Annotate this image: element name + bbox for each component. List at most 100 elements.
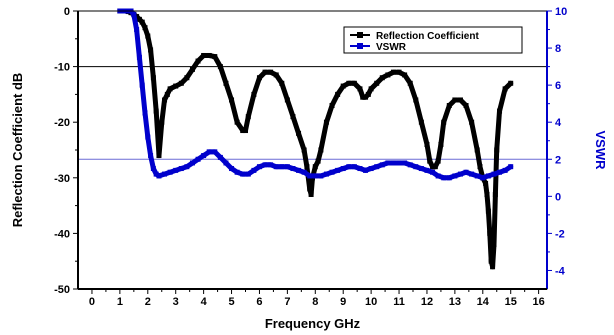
x-tick-label-0: 0 (89, 296, 95, 308)
data-point-reflection-coefficient-8 (139, 19, 145, 25)
data-point-reflection-coefficient-75 (435, 158, 441, 164)
reference-lines (78, 66, 547, 160)
data-point-vswr-60 (424, 167, 430, 173)
data-point-reflection-coefficient-65 (390, 69, 396, 75)
data-point-reflection-coefficient-29 (229, 97, 235, 103)
data-point-reflection-coefficient-54 (340, 83, 346, 89)
data-point-reflection-coefficient-90 (488, 258, 494, 264)
data-point-reflection-coefficient-35 (256, 75, 262, 81)
data-point-vswr-13 (162, 171, 168, 177)
data-point-vswr-29 (251, 167, 257, 173)
data-point-reflection-coefficient-57 (357, 86, 363, 92)
y-right-tick-label-6: -2 (555, 228, 565, 240)
data-point-reflection-coefficient-24 (201, 52, 207, 58)
data-point-vswr-7 (142, 110, 148, 116)
y-right-tick-label-3: 4 (555, 117, 562, 129)
data-point-vswr-65 (452, 173, 458, 179)
x-tick-label-6: 6 (256, 296, 262, 308)
data-point-vswr-66 (457, 171, 463, 177)
x-tick-label-8: 8 (312, 296, 318, 308)
y-left-tick-label-0: 0 (64, 6, 70, 18)
data-point-vswr-12 (156, 173, 162, 179)
x-tick-label-9: 9 (340, 296, 346, 308)
data-point-vswr-55 (396, 160, 402, 166)
series-layer (117, 8, 514, 270)
data-point-reflection-coefficient-71 (424, 141, 430, 147)
data-point-reflection-coefficient-94 (494, 147, 500, 153)
data-point-reflection-coefficient-55 (346, 80, 352, 86)
data-point-reflection-coefficient-92 (491, 242, 497, 248)
data-point-vswr-57 (407, 162, 413, 168)
x-tick-label-15: 15 (505, 296, 517, 308)
y-right-tick-label-4: 2 (555, 154, 561, 166)
x-tick-label-1: 1 (117, 296, 123, 308)
legend-box (343, 26, 523, 54)
data-point-reflection-coefficient-66 (396, 69, 402, 75)
data-point-reflection-coefficient-34 (251, 91, 257, 97)
data-point-reflection-coefficient-18 (167, 86, 173, 92)
data-point-reflection-coefficient-77 (441, 119, 447, 125)
data-point-vswr-44 (335, 167, 341, 173)
data-point-reflection-coefficient-76 (438, 141, 444, 147)
data-point-vswr-32 (268, 162, 274, 168)
data-point-reflection-coefficient-12 (150, 75, 156, 81)
data-point-vswr-26 (234, 169, 240, 175)
data-point-vswr-18 (189, 160, 195, 166)
data-point-reflection-coefficient-41 (290, 114, 296, 120)
data-point-vswr-21 (206, 149, 212, 155)
data-point-reflection-coefficient-51 (323, 119, 329, 125)
data-point-vswr-33 (273, 164, 279, 170)
y-right-tick-label-7: -4 (555, 265, 566, 277)
data-point-vswr-40 (312, 173, 318, 179)
data-point-vswr-61 (430, 169, 436, 175)
data-point-reflection-coefficient-49 (315, 158, 321, 164)
ticks: 0 1 2 3 4 5 6 7 8 9 10 11 12 13 14 15 160-10-20-30-40-50… (54, 6, 567, 308)
legend-swatch-marker-vswr (357, 43, 363, 49)
y-left-tick-label-4: -40 (54, 228, 70, 240)
data-point-reflection-coefficient-79 (452, 97, 458, 103)
data-point-reflection-coefficient-23 (195, 58, 201, 64)
data-point-vswr-8 (145, 134, 151, 140)
data-point-reflection-coefficient-60 (365, 91, 371, 97)
data-point-reflection-coefficient-38 (273, 72, 279, 78)
data-point-vswr-47 (351, 164, 357, 170)
data-point-reflection-coefficient-95 (497, 108, 503, 114)
data-point-vswr-41 (318, 173, 324, 179)
data-point-vswr-51 (374, 164, 380, 170)
data-point-reflection-coefficient-44 (304, 164, 310, 170)
data-point-vswr-22 (212, 149, 218, 155)
data-point-reflection-coefficient-31 (240, 128, 246, 134)
data-point-reflection-coefficient-89 (487, 230, 493, 236)
data-point-reflection-coefficient-80 (457, 97, 463, 103)
data-point-reflection-coefficient-19 (173, 83, 179, 89)
data-point-vswr-6 (139, 82, 145, 88)
data-point-vswr-43 (329, 169, 335, 175)
data-point-vswr-63 (441, 175, 447, 181)
data-point-reflection-coefficient-43 (301, 147, 307, 153)
data-point-vswr-52 (379, 162, 385, 168)
data-point-reflection-coefficient-93 (492, 191, 498, 197)
data-point-reflection-coefficient-7 (136, 16, 142, 22)
y-left-tick-label-3: -30 (54, 173, 70, 185)
data-point-reflection-coefficient-16 (162, 97, 168, 103)
data-point-vswr-28 (245, 171, 251, 177)
data-point-vswr-16 (178, 166, 184, 172)
x-tick-label-5: 5 (228, 296, 234, 308)
data-point-reflection-coefficient-48 (312, 164, 318, 170)
data-point-reflection-coefficient-10 (145, 33, 151, 39)
data-point-vswr-59 (418, 166, 424, 172)
data-point-reflection-coefficient-45 (307, 186, 313, 192)
data-point-reflection-coefficient-36 (262, 69, 268, 75)
data-point-reflection-coefficient-32 (243, 128, 248, 134)
data-point-vswr-5 (136, 54, 142, 60)
data-point-reflection-coefficient-84 (477, 164, 483, 170)
data-point-reflection-coefficient-96 (502, 86, 508, 92)
data-point-reflection-coefficient-53 (335, 91, 341, 97)
data-point-reflection-coefficient-50 (318, 147, 324, 153)
data-point-vswr-48 (357, 166, 363, 172)
data-point-vswr-25 (229, 166, 235, 172)
y-axis-right-title: VSWR (593, 131, 608, 171)
data-point-reflection-coefficient-30 (234, 119, 240, 125)
data-point-reflection-coefficient-81 (463, 103, 469, 109)
